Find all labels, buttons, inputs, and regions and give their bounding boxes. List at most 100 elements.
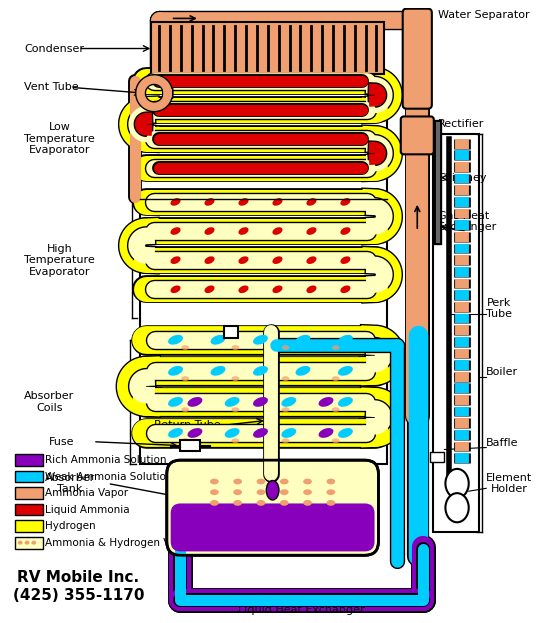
Ellipse shape bbox=[205, 285, 214, 293]
Ellipse shape bbox=[272, 198, 283, 206]
Ellipse shape bbox=[340, 256, 350, 264]
Ellipse shape bbox=[211, 335, 226, 345]
Ellipse shape bbox=[303, 500, 312, 506]
Ellipse shape bbox=[25, 541, 29, 545]
Bar bbox=[15, 520, 42, 532]
Ellipse shape bbox=[295, 335, 310, 345]
Bar bbox=[15, 487, 42, 499]
Text: Weak Ammonia Solution: Weak Ammonia Solution bbox=[46, 472, 173, 482]
Ellipse shape bbox=[199, 135, 209, 143]
Ellipse shape bbox=[303, 489, 312, 495]
Ellipse shape bbox=[282, 397, 296, 407]
Ellipse shape bbox=[338, 366, 353, 376]
Ellipse shape bbox=[340, 135, 350, 143]
Text: Ammonia & Hydrogen Vapor: Ammonia & Hydrogen Vapor bbox=[46, 538, 194, 548]
Ellipse shape bbox=[205, 227, 214, 235]
Ellipse shape bbox=[170, 77, 180, 84]
Bar bbox=[433, 134, 480, 532]
Ellipse shape bbox=[227, 77, 237, 84]
Ellipse shape bbox=[199, 106, 209, 113]
Ellipse shape bbox=[303, 478, 312, 485]
Ellipse shape bbox=[318, 397, 333, 407]
Ellipse shape bbox=[232, 407, 239, 412]
Ellipse shape bbox=[446, 493, 469, 522]
Ellipse shape bbox=[227, 106, 237, 113]
Ellipse shape bbox=[170, 256, 180, 264]
Ellipse shape bbox=[225, 428, 240, 438]
Ellipse shape bbox=[340, 77, 350, 84]
Ellipse shape bbox=[272, 256, 283, 264]
Ellipse shape bbox=[332, 345, 339, 350]
Text: Low
Temperature
Evaporator: Low Temperature Evaporator bbox=[24, 122, 95, 155]
Ellipse shape bbox=[199, 77, 209, 84]
Ellipse shape bbox=[227, 164, 237, 172]
Ellipse shape bbox=[257, 478, 265, 485]
Text: Perk
Tube: Perk Tube bbox=[486, 298, 512, 320]
Ellipse shape bbox=[233, 478, 242, 485]
Ellipse shape bbox=[338, 335, 353, 345]
Ellipse shape bbox=[272, 285, 283, 293]
Ellipse shape bbox=[340, 164, 350, 172]
Ellipse shape bbox=[306, 256, 316, 264]
Ellipse shape bbox=[225, 397, 240, 407]
Ellipse shape bbox=[312, 106, 322, 113]
Text: Gas Heat
Exchanger: Gas Heat Exchanger bbox=[438, 211, 497, 232]
Text: Vent Tube: Vent Tube bbox=[24, 82, 79, 92]
Ellipse shape bbox=[282, 439, 289, 443]
Text: Rectifier: Rectifier bbox=[438, 119, 484, 129]
Ellipse shape bbox=[312, 164, 322, 172]
Ellipse shape bbox=[239, 227, 249, 235]
Ellipse shape bbox=[340, 198, 350, 206]
Ellipse shape bbox=[168, 397, 183, 407]
Text: Condenser: Condenser bbox=[24, 44, 84, 54]
Bar bbox=[15, 471, 42, 482]
Ellipse shape bbox=[306, 285, 316, 293]
Ellipse shape bbox=[170, 164, 180, 172]
Bar bbox=[430, 452, 444, 462]
Ellipse shape bbox=[257, 500, 265, 506]
Ellipse shape bbox=[239, 198, 249, 206]
Text: Fuse: Fuse bbox=[50, 437, 75, 447]
Ellipse shape bbox=[210, 489, 219, 495]
Bar bbox=[15, 454, 42, 466]
Text: High
Temperature
Evaporator: High Temperature Evaporator bbox=[24, 244, 95, 277]
Bar bbox=[15, 504, 42, 515]
Ellipse shape bbox=[170, 198, 180, 206]
Ellipse shape bbox=[253, 397, 268, 407]
Text: Hydrogen: Hydrogen bbox=[46, 521, 96, 531]
FancyBboxPatch shape bbox=[403, 9, 432, 108]
Ellipse shape bbox=[233, 489, 242, 495]
Ellipse shape bbox=[227, 135, 237, 143]
Ellipse shape bbox=[338, 397, 353, 407]
Ellipse shape bbox=[284, 164, 294, 172]
Ellipse shape bbox=[282, 407, 289, 412]
Ellipse shape bbox=[232, 439, 239, 443]
Ellipse shape bbox=[233, 500, 242, 506]
Ellipse shape bbox=[255, 135, 266, 143]
Ellipse shape bbox=[306, 198, 316, 206]
Ellipse shape bbox=[182, 376, 189, 381]
Ellipse shape bbox=[239, 256, 249, 264]
Ellipse shape bbox=[170, 227, 180, 235]
Ellipse shape bbox=[253, 366, 268, 376]
Bar bbox=[180, 440, 200, 452]
FancyBboxPatch shape bbox=[170, 503, 375, 551]
Text: (425) 355-1170: (425) 355-1170 bbox=[13, 587, 144, 602]
Text: Water Separator: Water Separator bbox=[438, 11, 529, 21]
Ellipse shape bbox=[170, 106, 180, 113]
Ellipse shape bbox=[284, 135, 294, 143]
Ellipse shape bbox=[182, 407, 189, 412]
Ellipse shape bbox=[205, 256, 214, 264]
Text: Boiler: Boiler bbox=[486, 367, 518, 377]
Ellipse shape bbox=[332, 439, 339, 443]
Ellipse shape bbox=[327, 489, 336, 495]
Ellipse shape bbox=[312, 135, 322, 143]
Ellipse shape bbox=[170, 285, 180, 293]
Ellipse shape bbox=[211, 366, 226, 376]
Ellipse shape bbox=[168, 335, 183, 345]
Ellipse shape bbox=[257, 489, 265, 495]
Ellipse shape bbox=[266, 480, 279, 500]
Text: Ammonia Vapor: Ammonia Vapor bbox=[46, 488, 129, 498]
Ellipse shape bbox=[280, 500, 289, 506]
Ellipse shape bbox=[255, 77, 266, 84]
